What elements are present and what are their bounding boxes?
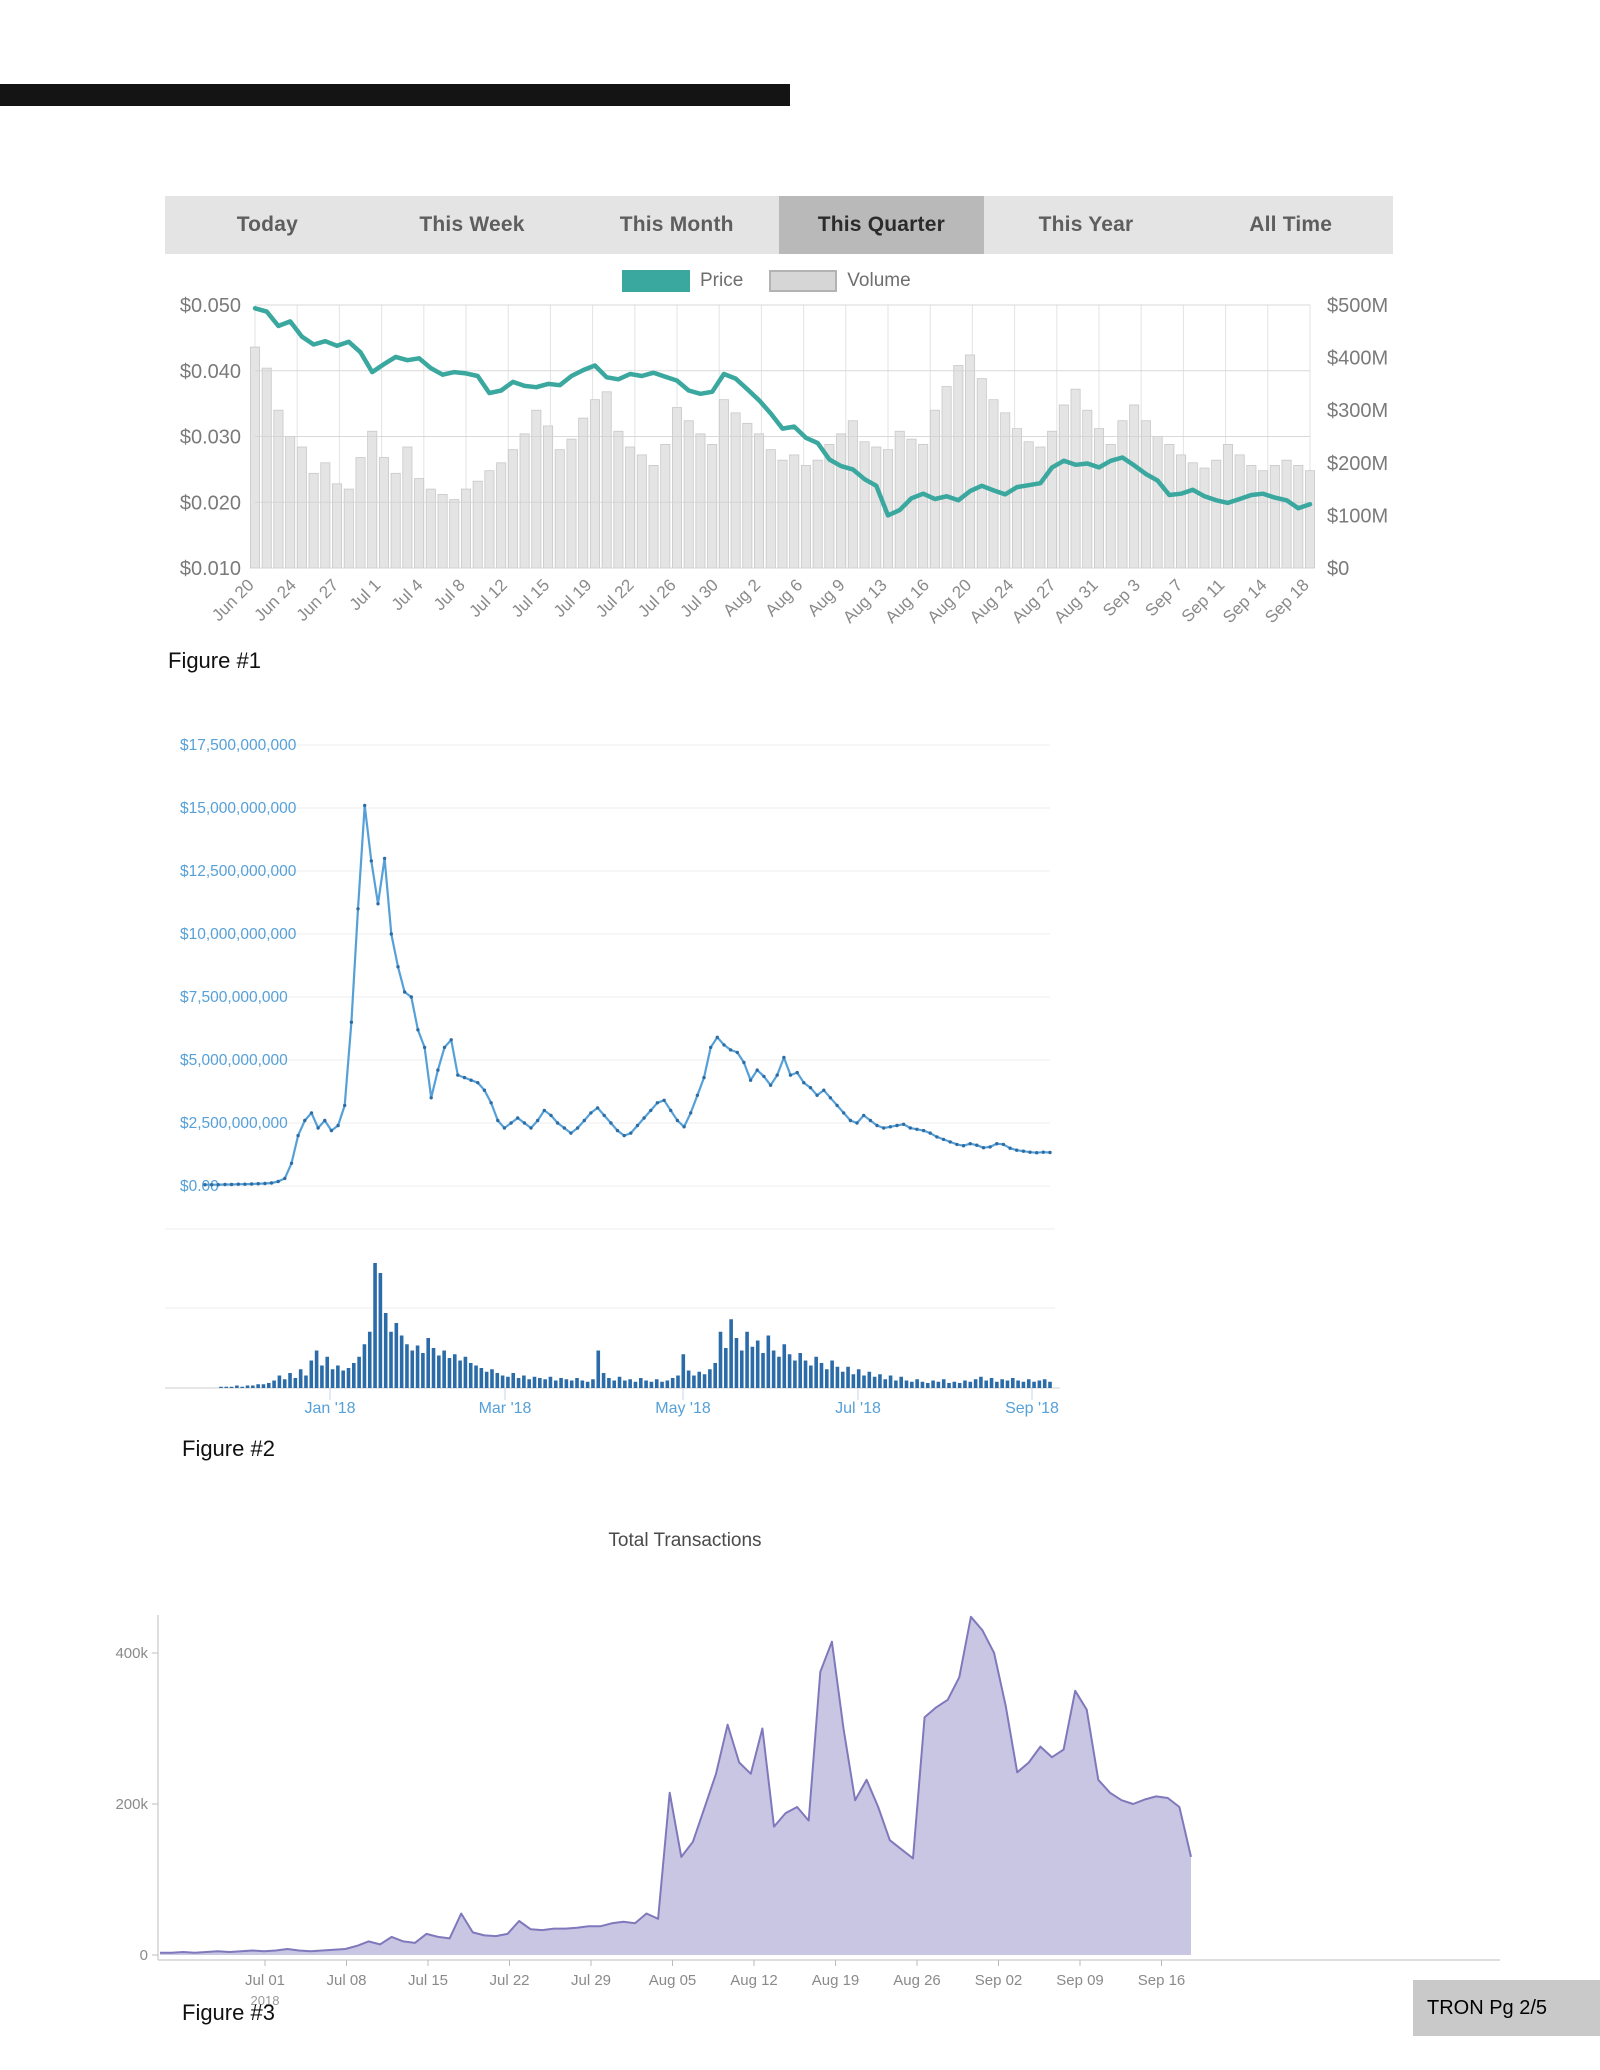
svg-text:Jul 29: Jul 29 [571, 1972, 611, 1989]
svg-text:Jun 27: Jun 27 [293, 575, 343, 625]
price-volume-chart: $0.050 $0.040 $0.030 $0.020 $0.010 $500M $400M… [180, 295, 1388, 627]
figure2-caption: Figure #2 [182, 1436, 275, 1461]
svg-text:Aug 19: Aug 19 [812, 1972, 860, 1989]
svg-text:$0: $0 [1327, 558, 1349, 580]
svg-text:Jun 24: Jun 24 [250, 575, 300, 625]
svg-text:Aug 20: Aug 20 [924, 575, 976, 627]
svg-text:Sep 3: Sep 3 [1099, 575, 1144, 620]
svg-text:Sep 09: Sep 09 [1056, 1972, 1104, 1989]
svg-text:Aug 2: Aug 2 [719, 575, 764, 620]
svg-text:Jul 30: Jul 30 [677, 575, 723, 621]
svg-text:$15,000,000,000: $15,000,000,000 [180, 800, 297, 817]
transactions-chart-title: Total Transactions [608, 1530, 762, 1551]
svg-text:Jul 4: Jul 4 [388, 575, 427, 614]
svg-text:Jul 19: Jul 19 [550, 575, 596, 621]
svg-text:Aug 16: Aug 16 [881, 575, 933, 627]
chart-legend: Price Volume [622, 267, 937, 295]
svg-text:Jul 12: Jul 12 [466, 575, 512, 621]
svg-text:0: 0 [140, 1947, 148, 1964]
svg-text:Mar '18: Mar '18 [479, 1400, 532, 1417]
legend-swatch-price [622, 270, 690, 292]
svg-text:Jul 8: Jul 8 [430, 575, 469, 614]
svg-text:$10,000,000,000: $10,000,000,000 [180, 926, 297, 943]
svg-text:$300M: $300M [1327, 400, 1388, 422]
redaction-bar [0, 84, 790, 106]
tab-today[interactable]: Today [236, 213, 298, 236]
svg-text:Jul 15: Jul 15 [508, 575, 554, 621]
svg-text:$12,500,000,000: $12,500,000,000 [180, 863, 297, 880]
svg-text:Aug 13: Aug 13 [839, 575, 891, 627]
svg-text:$200M: $200M [1327, 453, 1388, 475]
svg-text:$7,500,000,000: $7,500,000,000 [180, 989, 288, 1006]
svg-text:Jul 22: Jul 22 [489, 1972, 529, 1989]
svg-text:$0.00: $0.00 [180, 1178, 219, 1195]
svg-text:$0.010: $0.010 [180, 558, 241, 580]
figure3-caption: Figure #3 [182, 2000, 275, 2025]
tab-this-quarter[interactable]: This Quarter [779, 196, 984, 254]
svg-text:Aug 31: Aug 31 [1050, 575, 1102, 627]
legend-label-price: Price [700, 270, 744, 291]
svg-text:Sep 02: Sep 02 [975, 1972, 1023, 1989]
transactions-chart: 400k 200k 0 Jul 01 Jul 08 Jul 15 Jul 22 Jul 29 A… [115, 1615, 1500, 2008]
svg-text:$0.040: $0.040 [180, 361, 241, 383]
svg-text:Aug 24: Aug 24 [966, 575, 1018, 627]
svg-text:Jul 1: Jul 1 [346, 575, 385, 614]
svg-text:Jul 22: Jul 22 [592, 575, 638, 621]
svg-text:$0.020: $0.020 [180, 492, 241, 514]
tab-this-week[interactable]: This Week [419, 213, 525, 236]
svg-text:Sep 14: Sep 14 [1219, 575, 1271, 627]
svg-text:$17,500,000,000: $17,500,000,000 [180, 737, 297, 754]
legend-label-volume: Volume [847, 270, 911, 291]
svg-text:Aug 05: Aug 05 [649, 1972, 697, 1989]
tab-this-month[interactable]: This Month [619, 213, 734, 236]
svg-text:$0.030: $0.030 [180, 427, 241, 449]
svg-text:2018: 2018 [251, 1993, 280, 2008]
svg-text:$400M: $400M [1327, 348, 1388, 370]
svg-text:Jul 15: Jul 15 [408, 1972, 448, 1989]
svg-text:Jul 26: Jul 26 [634, 575, 680, 621]
svg-text:May '18: May '18 [655, 1400, 711, 1417]
tab-this-year[interactable]: This Year [1038, 213, 1134, 236]
svg-text:Aug 12: Aug 12 [730, 1972, 778, 1989]
svg-text:Sep '18: Sep '18 [1005, 1400, 1059, 1417]
svg-text:200k: 200k [115, 1796, 148, 1813]
svg-text:$0.050: $0.050 [180, 295, 241, 317]
svg-text:Jan '18: Jan '18 [304, 1400, 355, 1417]
svg-text:Sep 18: Sep 18 [1261, 575, 1313, 627]
svg-text:Aug 26: Aug 26 [893, 1972, 941, 1989]
svg-text:$100M: $100M [1327, 505, 1388, 527]
svg-text:$500M: $500M [1327, 295, 1388, 317]
svg-text:Aug 27: Aug 27 [1008, 575, 1060, 627]
legend-swatch-volume [769, 270, 838, 292]
svg-text:Jul 08: Jul 08 [326, 1972, 366, 1989]
page-number-badge: TRON Pg 2/5 [1413, 1980, 1600, 2036]
svg-text:Jul 01: Jul 01 [245, 1972, 285, 1989]
svg-text:400k: 400k [115, 1645, 148, 1662]
time-range-tabs: Today This Week This Month This Quarter This… [165, 196, 1393, 254]
svg-text:Aug 6: Aug 6 [762, 575, 807, 620]
svg-text:Jun 20: Jun 20 [208, 575, 258, 625]
svg-text:$5,000,000,000: $5,000,000,000 [180, 1052, 288, 1069]
svg-text:Sep 11: Sep 11 [1178, 575, 1229, 626]
svg-text:Jul '18: Jul '18 [835, 1400, 881, 1417]
svg-text:$2,500,000,000: $2,500,000,000 [180, 1115, 288, 1132]
market-cap-chart: $17,500,000,000 $15,000,000,000 $12,500,00… [165, 737, 1060, 1417]
svg-text:Sep 16: Sep 16 [1138, 1972, 1186, 1989]
figure1-caption: Figure #1 [168, 648, 261, 673]
tab-all-time[interactable]: All Time [1249, 213, 1333, 236]
